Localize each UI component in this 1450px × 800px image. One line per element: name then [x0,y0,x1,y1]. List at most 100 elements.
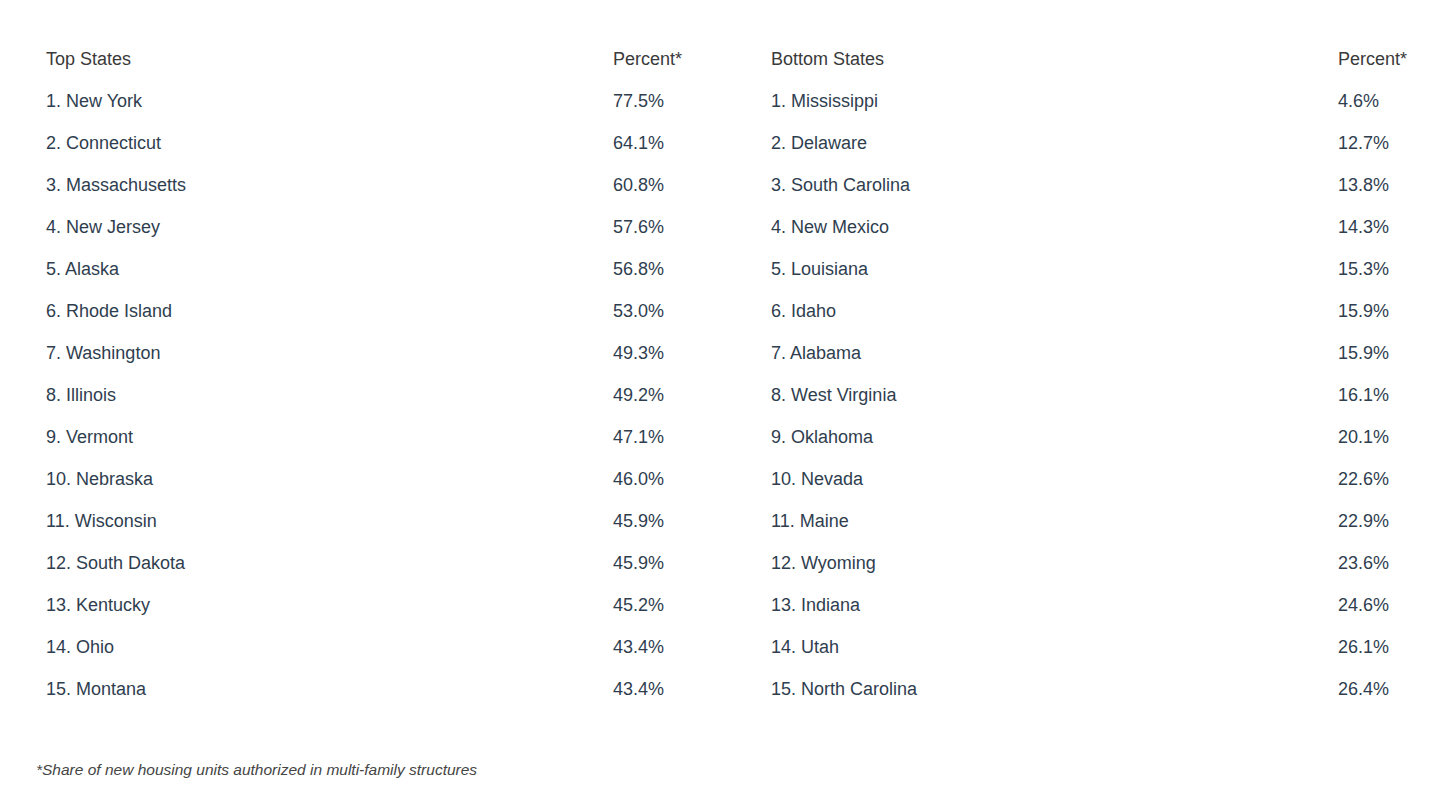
state-label: 14. Utah [771,638,839,656]
table-row: 4. New Mexico 14.3% [725,206,1450,248]
percent-value: 16.1% [1338,386,1389,404]
table-row: 12. Wyoming 23.6% [725,542,1450,584]
ranked-states-table: Top States Percent* 1. New York 77.5% 2. C… [0,0,1450,800]
state-label: 15. North Carolina [771,680,917,698]
percent-value: 14.3% [1338,218,1389,236]
percent-value: 12.7% [1338,134,1389,152]
percent-value: 26.4% [1338,680,1389,698]
state-label: 5. Alaska [46,260,119,278]
table-row: 9. Vermont 47.1% [0,416,725,458]
table-row: 12. South Dakota 45.9% [0,542,725,584]
percent-value: 15.9% [1338,302,1389,320]
state-label: 14. Ohio [46,638,114,656]
table-row: 13. Kentucky 45.2% [0,584,725,626]
top-states-list: 1. New York 77.5% 2. Connecticut 64.1% 3. Ma… [0,80,725,710]
state-label: 2. Delaware [771,134,867,152]
percent-value: 77.5% [613,92,664,110]
state-label: 12. Wyoming [771,554,876,572]
state-label: 11. Wisconsin [46,512,157,530]
footnote: *Share of new housing units authorized i… [36,761,477,779]
table-row: 8. West Virginia 16.1% [725,374,1450,416]
percent-value: 15.3% [1338,260,1389,278]
percent-value: 45.9% [613,512,664,530]
state-label: 15. Montana [46,680,146,698]
percent-value: 15.9% [1338,344,1389,362]
table-row: 3. South Carolina 13.8% [725,164,1450,206]
percent-value: 49.2% [613,386,664,404]
state-label: 2. Connecticut [46,134,161,152]
state-label: 9. Vermont [46,428,133,446]
state-label: 6. Idaho [771,302,836,320]
state-label: 12. South Dakota [46,554,185,572]
table-row: 4. New Jersey57.6% [0,206,725,248]
percent-value: 24.6% [1338,596,1389,614]
percent-value: 45.2% [613,596,664,614]
state-label: 8. Illinois [46,386,116,404]
percent-value: 47.1% [613,428,664,446]
state-label: 7. Alabama [771,344,861,362]
table-row: 10. Nevada 22.6% [725,458,1450,500]
state-label: 13. Kentucky [46,596,150,614]
table-row: 7. Alabama 15.9% [725,332,1450,374]
state-label: 8. West Virginia [771,386,896,404]
state-label: 10. Nevada [771,470,863,488]
state-label: 7. Washington [46,344,160,362]
percent-value: 53.0% [613,302,664,320]
percent-value: 46.0% [613,470,664,488]
state-label: 5. Louisiana [771,260,868,278]
percent-value: 60.8% [613,176,664,194]
table-row: 2. Connecticut 64.1% [0,122,725,164]
percent-value: 26.1% [1338,638,1389,656]
header-row: Bottom States Percent* [725,38,1450,80]
column-header-percent-right: Percent* [1338,50,1407,68]
percent-value: 22.6% [1338,470,1389,488]
state-label: 4. New Mexico [771,218,889,236]
state-label: 10. Nebraska [46,470,153,488]
table-row: 9. Oklahoma 20.1% [725,416,1450,458]
state-label: 3. South Carolina [771,176,910,194]
table-row: 11. Wisconsin 45.9% [0,500,725,542]
percent-value: 49.3% [613,344,664,362]
table-row: 6. Rhode Island 53.0% [0,290,725,332]
table-row: 3. Massachusetts 60.8% [0,164,725,206]
percent-value: 43.4% [613,638,664,656]
column-header-percent-left: Percent* [613,50,682,68]
table-row: 6. Idaho 15.9% [725,290,1450,332]
table-row: 14. Utah 26.1% [725,626,1450,668]
table-row: 2. Delaware 12.7% [725,122,1450,164]
top-states-panel: Top States Percent* 1. New York 77.5% 2. C… [0,38,725,710]
table-row: 5. Alaska 56.8% [0,248,725,290]
table-row: 5. Louisiana 15.3% [725,248,1450,290]
bottom-states-panel: Bottom States Percent* 1. Mississippi 4.6… [725,38,1450,710]
state-label: 6. Rhode Island [46,302,172,320]
percent-value: 57.6% [613,218,664,236]
column-header-bottom-states: Bottom States [771,50,884,68]
state-label: 13. Indiana [771,596,860,614]
bottom-states-list: 1. Mississippi 4.6% 2. Delaware 12.7% 3. Sou… [725,80,1450,710]
percent-value: 4.6% [1338,92,1379,110]
table-row: 14. Ohio 43.4% [0,626,725,668]
state-label: 9. Oklahoma [771,428,873,446]
column-header-top-states: Top States [46,50,131,68]
percent-value: 56.8% [613,260,664,278]
state-label: 3. Massachusetts [46,176,186,194]
table-row: 8. Illinois 49.2% [0,374,725,416]
percent-value: 45.9% [613,554,664,572]
table-row: 11. Maine 22.9% [725,500,1450,542]
table-row: 10. Nebraska 46.0% [0,458,725,500]
state-label: 1. Mississippi [771,92,878,110]
percent-value: 23.6% [1338,554,1389,572]
table-row: 15. Montana43.4% [0,668,725,710]
table-row: 7. Washington 49.3% [0,332,725,374]
table-row: 15. North Carolina 26.4% [725,668,1450,710]
table-row: 1. Mississippi 4.6% [725,80,1450,122]
percent-value: 20.1% [1338,428,1389,446]
state-label: 11. Maine [771,512,849,530]
header-row: Top States Percent* [0,38,725,80]
state-label: 1. New York [46,92,142,110]
percent-value: 22.9% [1338,512,1389,530]
table-row: 13. Indiana 24.6% [725,584,1450,626]
percent-value: 64.1% [613,134,664,152]
table-row: 1. New York 77.5% [0,80,725,122]
percent-value: 13.8% [1338,176,1389,194]
